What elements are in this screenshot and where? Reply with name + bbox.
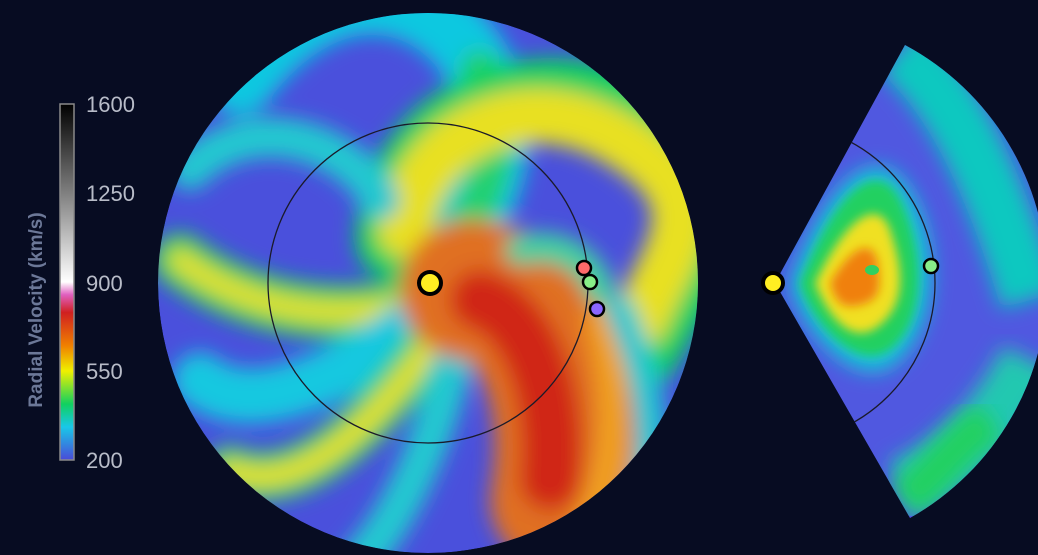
sun-marker-ecliptic <box>417 270 443 296</box>
colorbar-bar <box>59 103 75 461</box>
earth-marker-meridional <box>922 257 940 275</box>
colorbar-tick-900: 900 <box>86 271 123 296</box>
ecliptic-panel <box>158 13 698 553</box>
planet-marker-red <box>575 259 593 277</box>
meridional-panel <box>775 45 1038 518</box>
meridional-velocity-field <box>790 45 1038 518</box>
earth-marker-ecliptic <box>581 273 599 291</box>
planet-marker-purple <box>588 300 606 318</box>
sun-marker-meridional <box>761 271 785 295</box>
ecliptic-velocity-field <box>158 13 698 553</box>
colorbar-tick-200: 200 <box>86 448 123 473</box>
colorbar-label: Radial Velocity (km/s) <box>26 212 47 407</box>
earth-orbit-meridional <box>775 122 936 444</box>
colorbar: Radial Velocity (km/s) 1600 1250 900 550… <box>26 92 135 473</box>
sun-fill-meridional <box>765 275 781 291</box>
colorbar-tick-550: 550 <box>86 359 123 384</box>
colorbar-tick-1600: 1600 <box>86 92 135 117</box>
colorbar-tick-1250: 1250 <box>86 181 135 206</box>
sun-fill-ecliptic <box>421 274 439 292</box>
